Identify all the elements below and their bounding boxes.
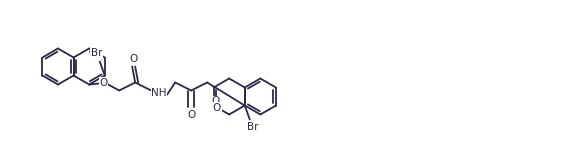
Text: O: O: [99, 78, 108, 88]
Text: O: O: [213, 103, 221, 113]
Text: O: O: [212, 97, 220, 106]
Text: NH: NH: [152, 88, 167, 97]
Text: O: O: [187, 110, 195, 119]
Text: Br: Br: [91, 49, 102, 58]
Text: O: O: [129, 54, 137, 63]
Text: Br: Br: [247, 123, 259, 132]
